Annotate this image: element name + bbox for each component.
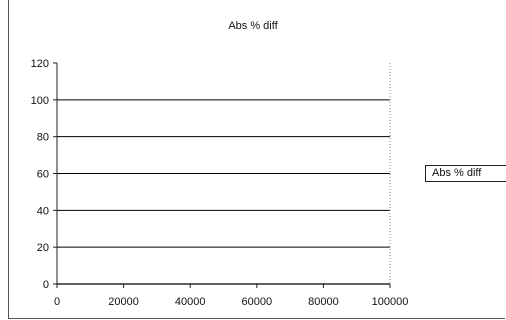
- x-tick-label: 40000: [175, 296, 206, 308]
- y-tick-label: 0: [43, 279, 49, 291]
- y-tick-label: 80: [37, 132, 49, 144]
- x-tick-label: 20000: [108, 296, 139, 308]
- chart-title: Abs % diff: [228, 20, 278, 32]
- chart-frame: [8, 0, 505, 319]
- y-tick-label: 60: [37, 169, 49, 181]
- legend: Abs % diff: [425, 165, 506, 182]
- x-tick-label: 100000: [372, 296, 409, 308]
- y-tick-label: 20: [37, 242, 49, 254]
- y-tick-label: 120: [31, 58, 49, 70]
- x-tick-label: 80000: [308, 296, 339, 308]
- x-tick-label: 0: [54, 296, 60, 308]
- legend-entry: Abs % diff: [432, 167, 482, 179]
- x-tick-label: 60000: [242, 296, 273, 308]
- y-tick-label: 100: [31, 95, 49, 107]
- y-tick-label: 40: [37, 205, 49, 217]
